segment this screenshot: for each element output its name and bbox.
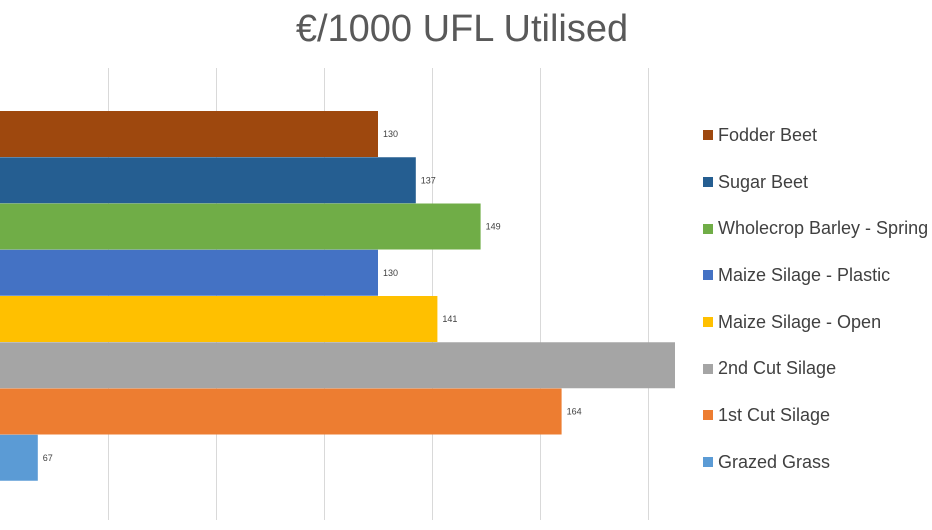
data-label-1: 137 [421, 175, 436, 185]
legend-label: Wholecrop Barley - Spring [718, 218, 929, 239]
legend-item-5: 2nd Cut Silage [703, 345, 928, 392]
legend: Fodder Beet Sugar Beet Wholecrop Barley - … [703, 112, 928, 486]
legend-label: Fodder Beet [718, 124, 818, 145]
bar-7 [0, 434, 38, 481]
bar-4 [0, 296, 438, 342]
legend-item-7: Grazed Grass [703, 439, 928, 486]
bar-1 [0, 157, 416, 204]
legend-item-1: Sugar Beet [703, 159, 928, 206]
data-label-3: 130 [383, 268, 398, 278]
legend-label: 1st Cut Silage [718, 404, 831, 425]
bar-3 [0, 249, 378, 296]
legend-item-2: Wholecrop Barley - Spring [703, 205, 928, 252]
legend-swatch [703, 457, 713, 468]
legend-label: Sugar Beet [718, 171, 809, 192]
legend-item-6: 1st Cut Silage [703, 392, 928, 439]
legend-label: 2nd Cut Silage [718, 358, 837, 379]
bars [0, 111, 675, 481]
bar-chart-plot: 130 137 149 130 141 164 67 [0, 68, 675, 520]
legend-swatch [703, 410, 713, 421]
chart-title: €/1000 UFL Utilised [295, 8, 629, 50]
legend-swatch [703, 223, 713, 234]
legend-swatch [703, 270, 713, 281]
data-label-0: 130 [383, 129, 398, 139]
legend-item-0: Fodder Beet [703, 112, 928, 159]
legend-label: Maize Silage - Open [718, 311, 882, 332]
data-label-2: 149 [486, 222, 501, 232]
data-label-4: 141 [442, 314, 457, 324]
legend-item-4: Maize Silage - Open [703, 299, 928, 346]
data-label-6: 164 [567, 407, 582, 417]
bar-2 [0, 203, 481, 250]
legend-swatch [703, 130, 713, 141]
bar-5 [0, 342, 675, 389]
legend-swatch [703, 317, 713, 328]
legend-item-3: Maize Silage - Plastic [703, 252, 928, 299]
data-labels: 130 137 149 130 141 164 67 [43, 129, 582, 463]
legend-label: Maize Silage - Plastic [718, 264, 891, 285]
legend-swatch [703, 363, 713, 374]
bar-0 [0, 111, 378, 157]
data-label-7: 67 [43, 453, 53, 463]
legend-label: Grazed Grass [718, 451, 831, 472]
bar-6 [0, 388, 562, 435]
legend-swatch [703, 177, 713, 188]
